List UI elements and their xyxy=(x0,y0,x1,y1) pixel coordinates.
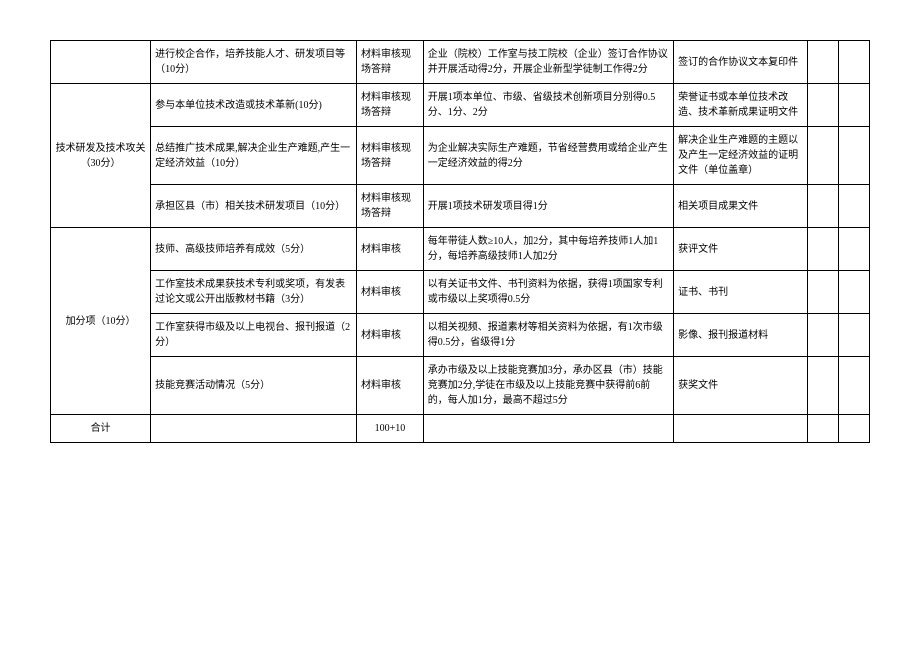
standard-cell: 开展1项本单位、市级、省级技术创新项目分别得0.5分、1分、2分 xyxy=(423,84,673,127)
final-cell xyxy=(838,127,869,185)
table-row: 技术研发及技术攻关（30分） 参与本单位技术改造或技术革新(10分) 材料审核现… xyxy=(51,84,870,127)
table-row: 技能竞赛活动情况（5分） 材料审核 承办市级及以上技能竞赛加3分，承办区县（市）… xyxy=(51,357,870,415)
standard-cell: 承办市级及以上技能竞赛加3分，承办区县（市）技能竞赛加2分,学徒在市级及以上技能… xyxy=(423,357,673,415)
evidence-cell: 签订的合作协议文本复印件 xyxy=(674,41,808,84)
evaluation-table: 进行校企合作，培养技能人才、研发项目等（10分） 材料审核现场答辩 企业（院校）… xyxy=(50,40,870,443)
method-cell: 材料审核现场答辩 xyxy=(357,127,424,185)
standard-cell: 为企业解决实际生产难题，节省经营费用或给企业产生一定经济效益的得2分 xyxy=(423,127,673,185)
final-cell xyxy=(838,84,869,127)
item-cell: 技师、高级技师培养有成效（5分） xyxy=(151,228,357,271)
score-cell xyxy=(807,357,838,415)
total-label-cell: 合计 xyxy=(51,415,151,443)
category-cell: 技术研发及技术攻关（30分） xyxy=(51,84,151,228)
evidence-cell: 影像、报刊报道材料 xyxy=(674,314,808,357)
table-row: 加分项（10分） 技师、高级技师培养有成效（5分） 材料审核 每年带徒人数≥10… xyxy=(51,228,870,271)
method-cell: 材料审核现场答辩 xyxy=(357,84,424,127)
final-cell xyxy=(838,185,869,228)
category-cell xyxy=(51,41,151,84)
evidence-cell: 荣誉证书或本单位技术改造、技术革新成果证明文件 xyxy=(674,84,808,127)
score-cell xyxy=(807,228,838,271)
method-cell: 材料审核现场答辩 xyxy=(357,41,424,84)
final-cell xyxy=(838,271,869,314)
final-cell xyxy=(838,314,869,357)
item-cell: 参与本单位技术改造或技术革新(10分) xyxy=(151,84,357,127)
score-cell xyxy=(807,271,838,314)
total-row: 合计 100+10 xyxy=(51,415,870,443)
table-row: 承担区县（市）相关技术研发项目（10分） 材料审核现场答辩 开展1项技术研发项目… xyxy=(51,185,870,228)
evidence-cell: 获奖文件 xyxy=(674,357,808,415)
score-cell xyxy=(807,41,838,84)
total-value-cell: 100+10 xyxy=(357,415,424,443)
evidence-cell: 解决企业生产难题的主题以及产生一定经济效益的证明文件（单位盖章） xyxy=(674,127,808,185)
standard-cell: 以有关证书文件、书刊资料为依据，获得1项国家专利或市级以上奖项得0.5分 xyxy=(423,271,673,314)
final-cell xyxy=(838,357,869,415)
final-cell xyxy=(838,41,869,84)
item-cell: 工作室获得市级及以上电视台、报刊报道（2分） xyxy=(151,314,357,357)
evidence-cell: 证书、书刊 xyxy=(674,271,808,314)
final-cell xyxy=(838,415,869,443)
table-row: 总结推广技术成果,解决企业生产难题,产生一定经济效益（10分） 材料审核现场答辩… xyxy=(51,127,870,185)
empty-cell xyxy=(151,415,357,443)
empty-cell xyxy=(674,415,808,443)
final-cell xyxy=(838,228,869,271)
item-cell: 总结推广技术成果,解决企业生产难题,产生一定经济效益（10分） xyxy=(151,127,357,185)
empty-cell xyxy=(423,415,673,443)
score-cell xyxy=(807,84,838,127)
method-cell: 材料审核 xyxy=(357,314,424,357)
score-cell xyxy=(807,314,838,357)
score-cell xyxy=(807,127,838,185)
category-cell: 加分项（10分） xyxy=(51,228,151,415)
table-row: 进行校企合作，培养技能人才、研发项目等（10分） 材料审核现场答辩 企业（院校）… xyxy=(51,41,870,84)
item-cell: 进行校企合作，培养技能人才、研发项目等（10分） xyxy=(151,41,357,84)
score-cell xyxy=(807,415,838,443)
method-cell: 材料审核 xyxy=(357,271,424,314)
standard-cell: 每年带徒人数≥10人，加2分，其中每培养技师1人加1分，每培养高级技师1人加2分 xyxy=(423,228,673,271)
standard-cell: 开展1项技术研发项目得1分 xyxy=(423,185,673,228)
evidence-cell: 获评文件 xyxy=(674,228,808,271)
item-cell: 工作室技术成果获技术专利或奖项，有发表过论文或公开出版教材书籍（3分） xyxy=(151,271,357,314)
table-row: 工作室获得市级及以上电视台、报刊报道（2分） 材料审核 以相关视频、报道素材等相… xyxy=(51,314,870,357)
method-cell: 材料审核 xyxy=(357,228,424,271)
standard-cell: 以相关视频、报道素材等相关资料为依据，有1次市级得0.5分，省级得1分 xyxy=(423,314,673,357)
table-row: 工作室技术成果获技术专利或奖项，有发表过论文或公开出版教材书籍（3分） 材料审核… xyxy=(51,271,870,314)
standard-cell: 企业（院校）工作室与技工院校（企业）签订合作协议并开展活动得2分，开展企业新型学… xyxy=(423,41,673,84)
method-cell: 材料审核 xyxy=(357,357,424,415)
item-cell: 承担区县（市）相关技术研发项目（10分） xyxy=(151,185,357,228)
item-cell: 技能竞赛活动情况（5分） xyxy=(151,357,357,415)
score-cell xyxy=(807,185,838,228)
method-cell: 材料审核现场答辩 xyxy=(357,185,424,228)
evidence-cell: 相关项目成果文件 xyxy=(674,185,808,228)
